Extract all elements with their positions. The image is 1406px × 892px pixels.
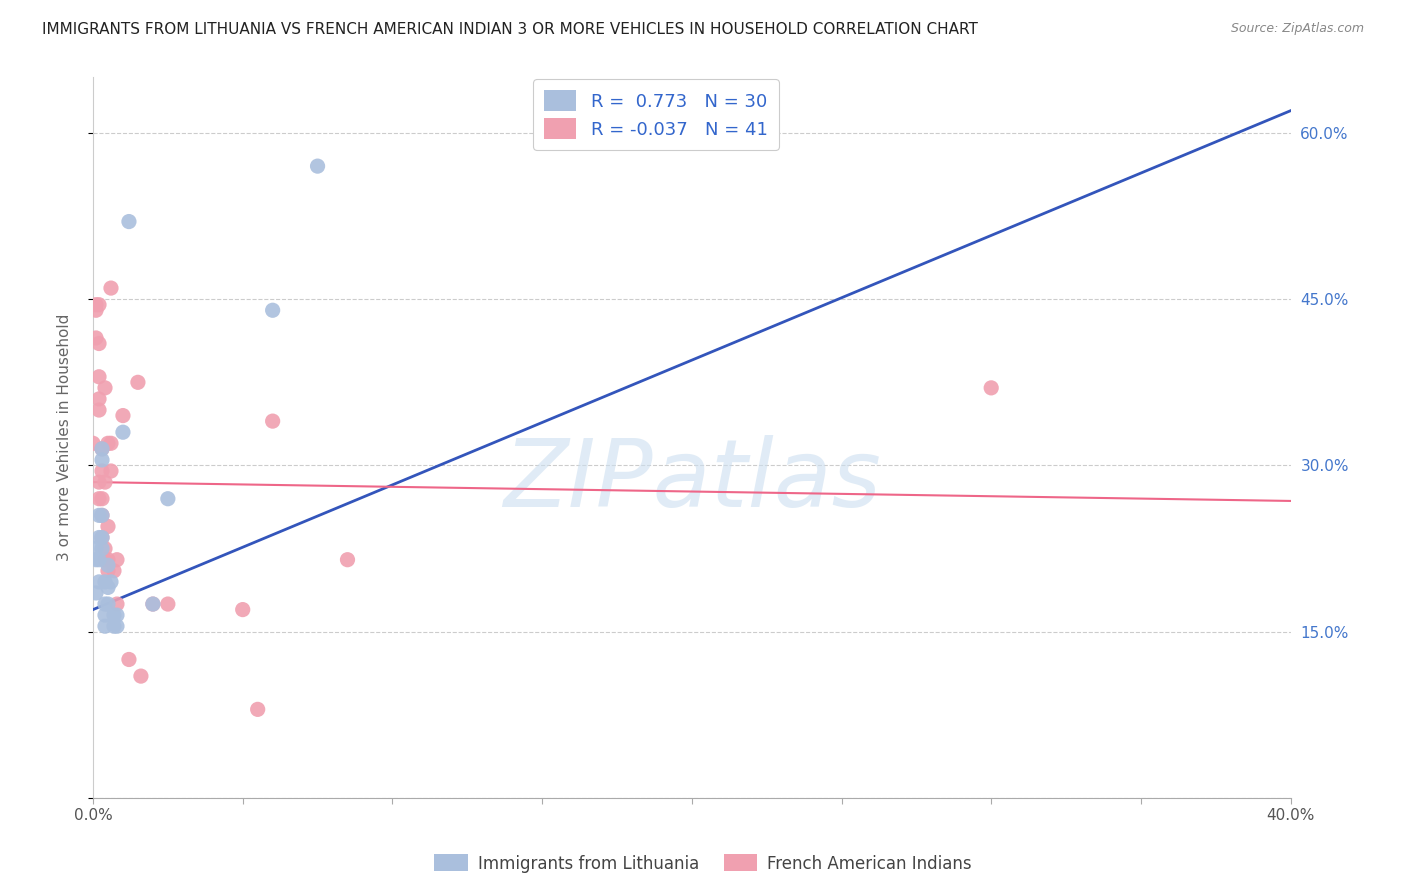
Point — [91, 531, 114, 545]
Point — [91, 508, 114, 523]
Point — [91, 508, 114, 523]
Point — [336, 552, 359, 566]
Point — [97, 581, 120, 595]
Point — [91, 442, 114, 456]
Point — [91, 541, 114, 556]
Point — [129, 669, 152, 683]
Point — [87, 475, 110, 489]
Point — [84, 586, 107, 600]
Point — [118, 652, 141, 666]
Point — [97, 436, 120, 450]
Point — [100, 464, 122, 478]
Point — [118, 214, 141, 228]
Point — [84, 298, 107, 312]
Point — [84, 552, 107, 566]
Point — [87, 574, 110, 589]
Text: ZIPatlas: ZIPatlas — [503, 435, 880, 526]
Point — [127, 376, 149, 390]
Text: Source: ZipAtlas.com: Source: ZipAtlas.com — [1230, 22, 1364, 36]
Point — [97, 558, 120, 573]
Point — [82, 436, 104, 450]
Point — [105, 552, 128, 566]
Point — [97, 552, 120, 566]
Point — [94, 608, 117, 623]
Point — [84, 331, 107, 345]
Point — [232, 602, 254, 616]
Point — [87, 369, 110, 384]
Point — [94, 541, 117, 556]
Y-axis label: 3 or more Vehicles in Household: 3 or more Vehicles in Household — [58, 314, 72, 561]
Point — [91, 491, 114, 506]
Point — [87, 336, 110, 351]
Point — [103, 564, 125, 578]
Point — [87, 508, 110, 523]
Text: IMMIGRANTS FROM LITHUANIA VS FRENCH AMERICAN INDIAN 3 OR MORE VEHICLES IN HOUSEH: IMMIGRANTS FROM LITHUANIA VS FRENCH AMER… — [42, 22, 979, 37]
Point — [91, 464, 114, 478]
Point — [105, 608, 128, 623]
Point — [87, 298, 110, 312]
Point — [111, 425, 134, 440]
Point — [94, 619, 117, 633]
Point — [84, 541, 107, 556]
Point — [156, 597, 179, 611]
Point — [97, 564, 120, 578]
Point — [94, 552, 117, 566]
Point — [111, 409, 134, 423]
Point — [94, 475, 117, 489]
Point — [87, 531, 110, 545]
Point — [103, 608, 125, 623]
Point — [142, 597, 165, 611]
Point — [262, 303, 284, 318]
Point — [97, 519, 120, 533]
Point — [97, 597, 120, 611]
Point — [94, 597, 117, 611]
Point — [980, 381, 1002, 395]
Point — [105, 597, 128, 611]
Point — [87, 392, 110, 406]
Point — [246, 702, 269, 716]
Point — [105, 619, 128, 633]
Point — [262, 414, 284, 428]
Point — [94, 381, 117, 395]
Point — [91, 442, 114, 456]
Legend: Immigrants from Lithuania, French American Indians: Immigrants from Lithuania, French Americ… — [427, 847, 979, 880]
Point — [100, 436, 122, 450]
Legend: R =  0.773   N = 30, R = -0.037   N = 41: R = 0.773 N = 30, R = -0.037 N = 41 — [533, 79, 779, 150]
Point — [91, 531, 114, 545]
Point — [156, 491, 179, 506]
Point — [87, 403, 110, 417]
Point — [307, 159, 329, 173]
Point — [103, 619, 125, 633]
Point — [87, 552, 110, 566]
Point — [84, 303, 107, 318]
Point — [91, 453, 114, 467]
Point — [142, 597, 165, 611]
Point — [100, 574, 122, 589]
Point — [87, 491, 110, 506]
Point — [94, 574, 117, 589]
Point — [100, 281, 122, 295]
